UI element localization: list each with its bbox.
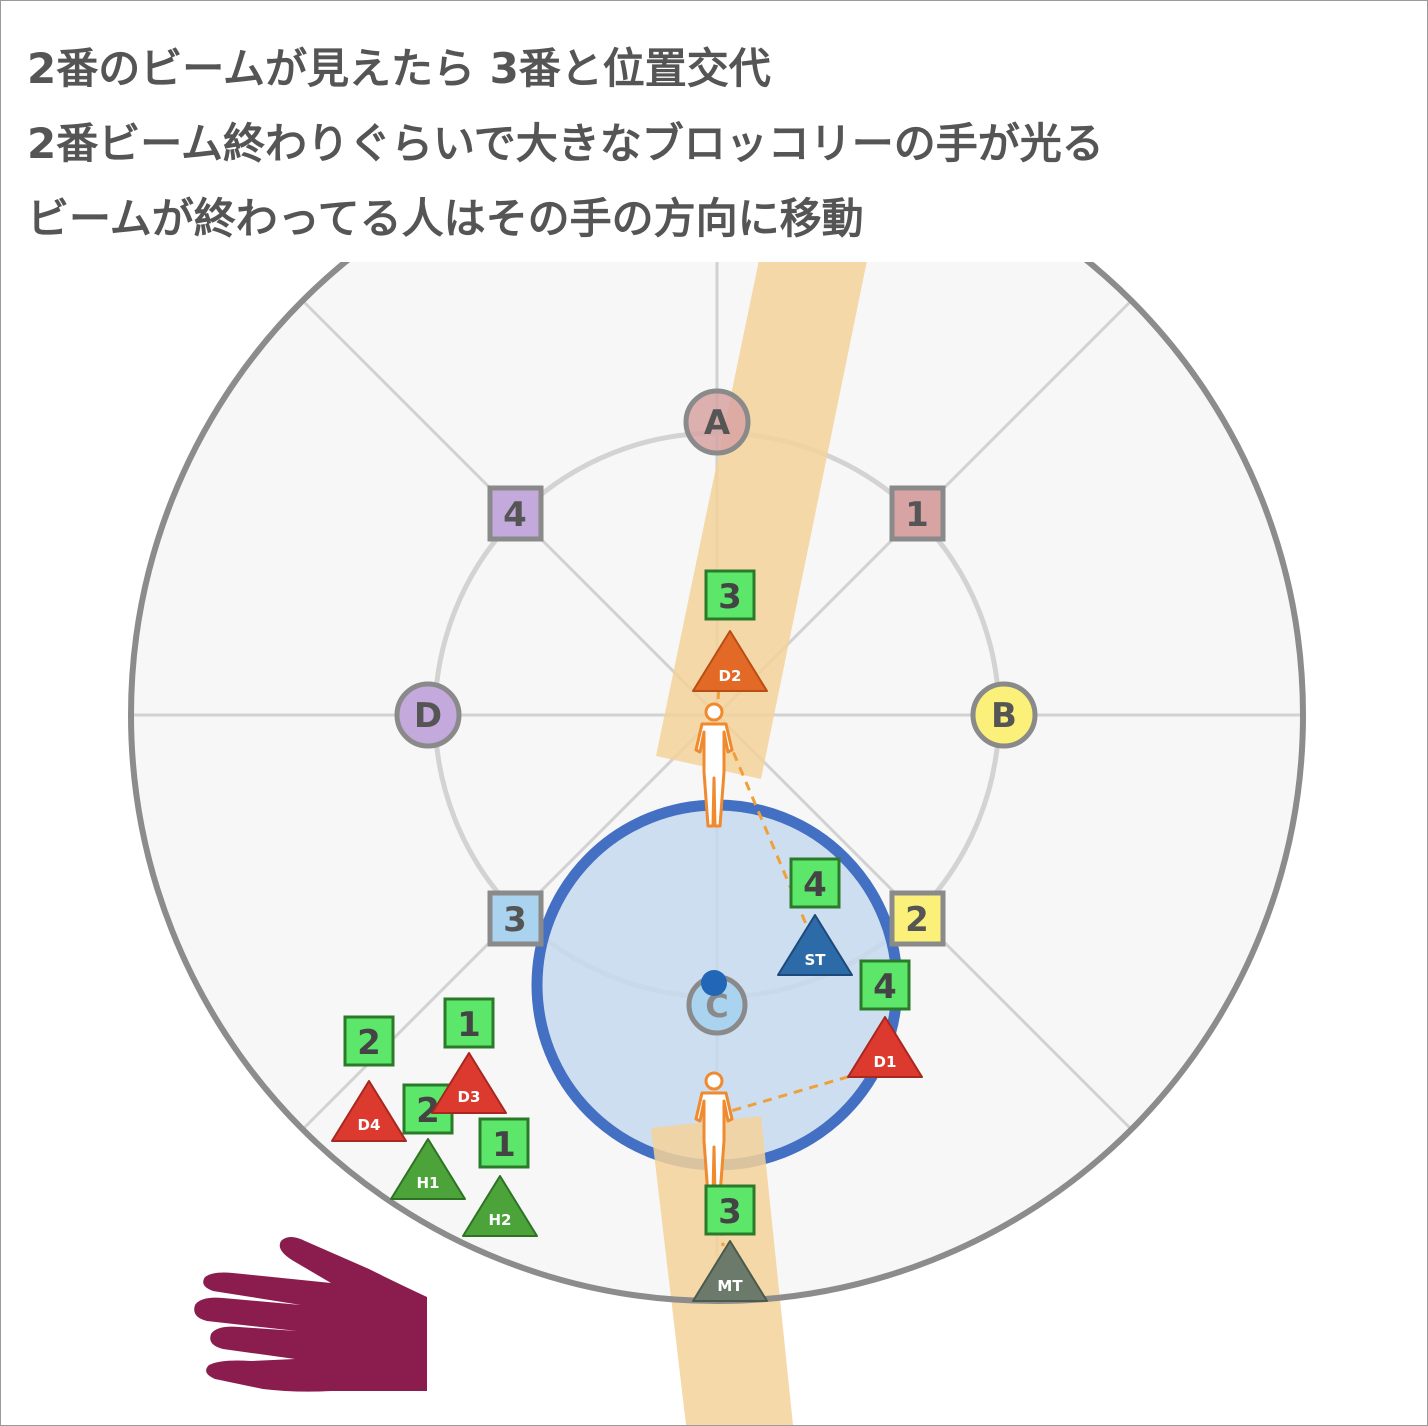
svg-text:3: 3 — [718, 1192, 742, 1232]
debuff-d1: 4 — [859, 959, 911, 1011]
svg-text:D3: D3 — [458, 1088, 481, 1106]
hand-icon — [194, 1237, 427, 1392]
svg-text:ST: ST — [804, 951, 826, 969]
waymark-d: D — [394, 681, 462, 749]
waymark-4: 4 — [487, 485, 544, 542]
svg-text:D2: D2 — [719, 667, 742, 685]
debuff-d2: 3 — [704, 569, 756, 621]
waymark-c-label: C — [705, 987, 728, 1025]
figure-upper — [694, 702, 734, 828]
player-st: ST — [777, 914, 853, 976]
svg-text:H1: H1 — [417, 1174, 440, 1192]
waymark-4-label: 4 — [503, 495, 527, 535]
player-h2: H2 — [462, 1175, 538, 1237]
waymark-2-label: 2 — [905, 900, 929, 940]
debuff-d3: 1 — [443, 997, 495, 1049]
waymark-a: A — [683, 388, 751, 456]
waymark-1: 1 — [889, 485, 946, 542]
waymark-b-label: B — [991, 696, 1017, 736]
player-d2: D2 — [692, 630, 768, 692]
svg-text:2: 2 — [416, 1091, 440, 1131]
waymark-3: 3 — [487, 890, 544, 947]
waymark-b: B — [970, 681, 1038, 749]
svg-text:MT: MT — [717, 1277, 743, 1295]
svg-text:H2: H2 — [489, 1211, 512, 1229]
caption-box: 2番のビームが見えたら 3番と位置交代 2番ビーム終わりぐらいで大きなブロッコリ… — [19, 27, 1114, 262]
player-h1: H1 — [390, 1138, 466, 1200]
debuff-h2: 1 — [478, 1117, 530, 1169]
debuff-mt: 3 — [704, 1184, 756, 1236]
svg-text:4: 4 — [873, 967, 897, 1007]
player-d4: D4 — [331, 1080, 407, 1142]
waymark-a-label: A — [704, 403, 731, 443]
caption-line-3: ビームが終わってる人はその手の方向に移動 — [27, 194, 864, 243]
waymark-c: C — [686, 974, 748, 1036]
debuff-d4: 2 — [343, 1015, 395, 1067]
player-d1: D1 — [847, 1016, 923, 1078]
caption-line-1: 2番のビームが見えたら 3番と位置交代 — [27, 44, 771, 93]
boss-dot — [701, 970, 727, 996]
waymark-d-label: D — [414, 696, 442, 736]
caption-line-2: 2番ビーム終わりぐらいで大きなブロッコリーの手が光る — [27, 119, 1104, 168]
player-d3: D3 — [431, 1052, 507, 1114]
svg-text:1: 1 — [457, 1005, 481, 1045]
tether-lower-figure-d1 — [716, 1071, 862, 1117]
svg-text:3: 3 — [718, 577, 742, 617]
beam-upper — [656, 241, 871, 779]
waymark-3-label: 3 — [503, 900, 527, 940]
player-mt: MT — [692, 1240, 768, 1302]
svg-text:D1: D1 — [874, 1053, 897, 1071]
waymark-1-label: 1 — [905, 495, 929, 535]
figure-lower — [694, 1071, 734, 1197]
svg-text:4: 4 — [803, 865, 827, 905]
debuff-st: 4 — [789, 857, 841, 909]
svg-text:D4: D4 — [358, 1116, 381, 1134]
svg-text:2: 2 — [357, 1023, 381, 1063]
waymark-2: 2 — [889, 890, 946, 947]
svg-text:1: 1 — [492, 1125, 516, 1165]
